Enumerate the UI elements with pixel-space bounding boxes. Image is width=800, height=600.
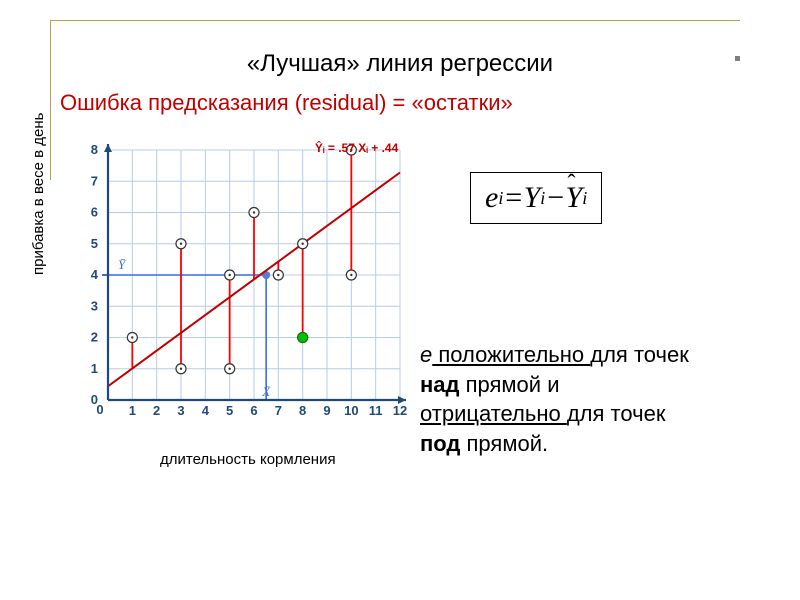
r1-var: Y <box>524 181 541 215</box>
svg-text:12: 12 <box>393 403 407 418</box>
svg-text:1: 1 <box>129 403 136 418</box>
svg-text:8: 8 <box>91 142 98 157</box>
yhat-wrap: ˆY <box>566 181 583 215</box>
svg-text:4: 4 <box>91 267 99 282</box>
svg-text:2: 2 <box>91 330 98 345</box>
equals: = <box>503 181 523 215</box>
explain-neg: отрицательно <box>420 401 567 426</box>
explain-e: е <box>420 342 432 367</box>
y-axis-label: прибавка в весе в день <box>30 113 47 275</box>
svg-text:6: 6 <box>250 403 257 418</box>
svg-text:6: 6 <box>91 205 98 220</box>
page-title: «Лучшая» линия регрессии <box>0 50 800 78</box>
svg-text:11: 11 <box>369 403 383 418</box>
svg-text:5: 5 <box>91 236 98 251</box>
svg-text:4: 4 <box>202 403 210 418</box>
residual-equation: ei = Yi − ˆYi <box>470 172 602 224</box>
minus: − <box>545 181 565 215</box>
svg-text:7: 7 <box>275 403 282 418</box>
svg-text:7: 7 <box>91 173 98 188</box>
svg-text:2: 2 <box>153 403 160 418</box>
svg-text:10: 10 <box>344 403 358 418</box>
svg-text:5: 5 <box>226 403 233 418</box>
regression-chart: 1234567891011120123456780Ŷᵢ = .57 Xᵢ + .… <box>70 130 410 430</box>
lhs-var: e <box>485 181 498 215</box>
x-axis-label: длительность кормления <box>160 451 336 468</box>
explain-t3: прямой и <box>460 372 560 397</box>
svg-text:9: 9 <box>323 403 330 418</box>
r2-sub: i <box>582 188 587 209</box>
explain-pos: положительно <box>432 342 590 367</box>
chart-container: прибавка в весе в день длительность корм… <box>40 130 440 470</box>
page-subtitle: Ошибка предсказания (residual) = «остатк… <box>60 90 513 116</box>
explain-below: под <box>420 431 460 456</box>
svg-text:3: 3 <box>177 403 184 418</box>
svg-text:1: 1 <box>91 361 98 376</box>
explain-above: над <box>420 372 460 397</box>
explanation-text: е положительно для точек над прямой и от… <box>420 340 770 459</box>
svg-text:X̄: X̄ <box>261 384 271 399</box>
svg-text:8: 8 <box>299 403 306 418</box>
explain-t5: прямой. <box>460 431 548 456</box>
explain-t2: для точек <box>590 342 689 367</box>
svg-text:3: 3 <box>91 298 98 313</box>
svg-text:Ȳ: Ȳ <box>118 257 127 272</box>
explain-t4: для точек <box>567 401 666 426</box>
hat-icon: ˆ <box>568 171 576 198</box>
svg-text:0: 0 <box>96 402 103 417</box>
svg-text:Ŷᵢ = .57 Xᵢ + .44: Ŷᵢ = .57 Xᵢ + .44 <box>315 140 399 155</box>
